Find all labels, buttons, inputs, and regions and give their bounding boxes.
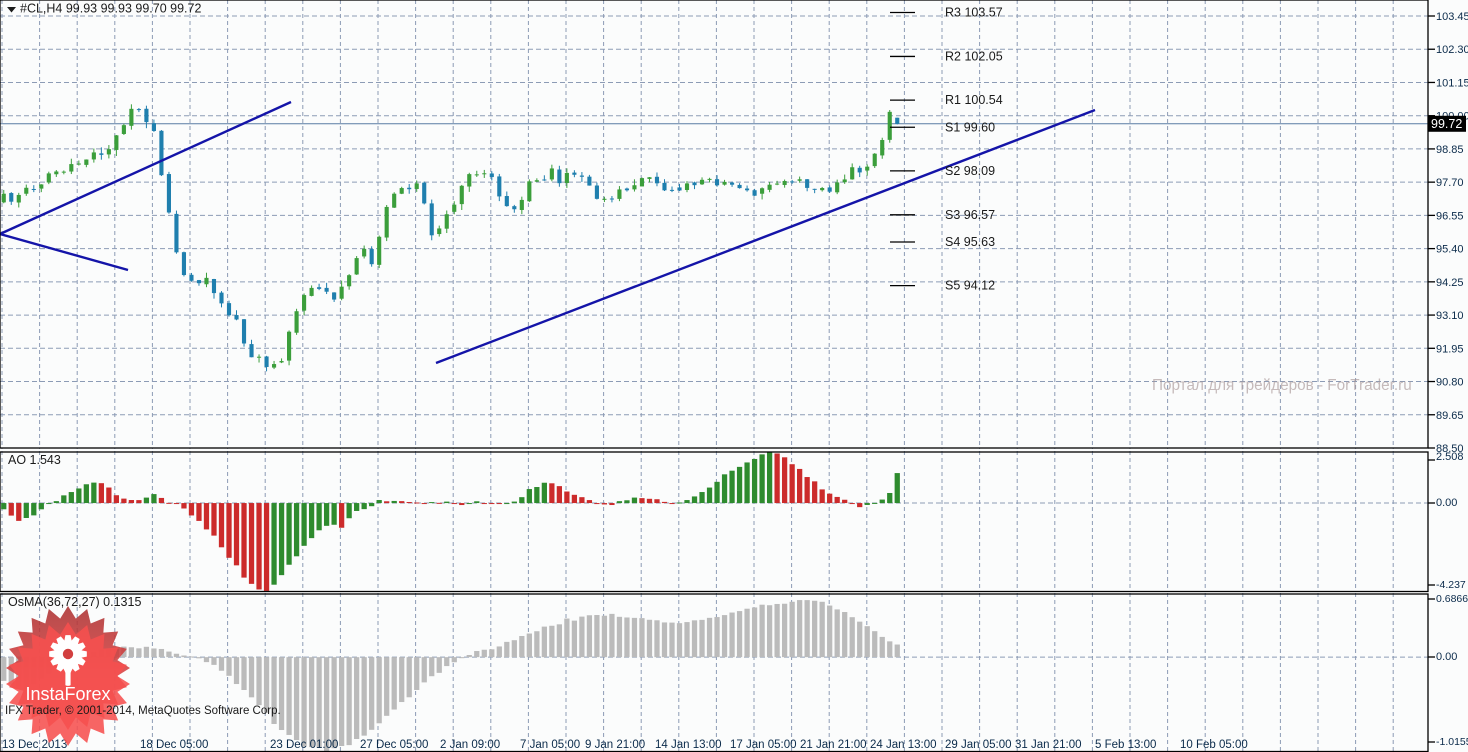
svg-text:#CL,H4 99.93 99.93 99.70 99.7: #CL,H4 99.93 99.93 99.70 99.72 [20, 2, 201, 16]
svg-text:10 Feb 05:00: 10 Feb 05:00 [1180, 739, 1248, 751]
svg-text:14 Jan 13:00: 14 Jan 13:00 [655, 739, 722, 751]
svg-text:94.25: 94.25 [1436, 277, 1464, 289]
svg-text:97.70: 97.70 [1436, 177, 1464, 189]
svg-text:-4.237: -4.237 [1436, 579, 1466, 591]
svg-text:89.65: 89.65 [1436, 410, 1464, 422]
svg-text:S5 94.12: S5 94.12 [945, 279, 995, 293]
svg-text:95.40: 95.40 [1436, 244, 1464, 256]
svg-text:101.15: 101.15 [1436, 77, 1468, 89]
svg-text:S2 98.09: S2 98.09 [945, 164, 995, 178]
svg-text:R2 102.05: R2 102.05 [945, 49, 1003, 63]
svg-text:0.00: 0.00 [1436, 651, 1457, 663]
svg-text:OsMA(36,72,27) 0.1315: OsMA(36,72,27) 0.1315 [8, 595, 141, 609]
svg-text:91.95: 91.95 [1436, 343, 1464, 355]
svg-text:S4 95.63: S4 95.63 [945, 235, 995, 249]
svg-text:31 Jan 21:00: 31 Jan 21:00 [1015, 739, 1082, 751]
svg-text:103.45: 103.45 [1436, 11, 1468, 23]
svg-text:102.30: 102.30 [1436, 44, 1468, 56]
svg-text:96.55: 96.55 [1436, 210, 1464, 222]
svg-text:21 Jan 21:00: 21 Jan 21:00 [800, 739, 867, 751]
svg-text:R3 103.57: R3 103.57 [945, 6, 1003, 20]
svg-text:13 Dec 2013: 13 Dec 2013 [2, 739, 67, 751]
svg-text:93.10: 93.10 [1436, 310, 1464, 322]
svg-text:9 Jan 21:00: 9 Jan 21:00 [585, 739, 645, 751]
svg-text:27 Dec 05:00: 27 Dec 05:00 [360, 739, 428, 751]
svg-text:17 Jan 05:00: 17 Jan 05:00 [730, 739, 797, 751]
svg-text:-1.0155: -1.0155 [1436, 736, 1468, 748]
svg-text:S3 96.57: S3 96.57 [945, 208, 995, 222]
svg-text:29 Jan 05:00: 29 Jan 05:00 [945, 739, 1012, 751]
svg-text:90.80: 90.80 [1436, 377, 1464, 389]
svg-text:R1 100.54: R1 100.54 [945, 93, 1003, 107]
svg-text:7 Jan 05:00: 7 Jan 05:00 [520, 739, 580, 751]
svg-text:2.508: 2.508 [1436, 451, 1464, 463]
svg-text:0.00: 0.00 [1436, 497, 1457, 509]
svg-text:18 Dec 05:00: 18 Dec 05:00 [140, 739, 208, 751]
svg-text:23 Dec 01:00: 23 Dec 01:00 [270, 739, 338, 751]
svg-text:IFX Trader, © 2001-2014, MetaQ: IFX Trader, © 2001-2014, MetaQuotes Soft… [5, 705, 281, 717]
svg-text:S1 99.60: S1 99.60 [945, 120, 995, 134]
svg-text:5 Feb 13:00: 5 Feb 13:00 [1095, 739, 1156, 751]
svg-text:AO 1.543: AO 1.543 [8, 453, 61, 467]
svg-text:Портал для трейдеров - ForTrad: Портал для трейдеров - ForTrader.ru [1152, 377, 1412, 394]
svg-text:98.85: 98.85 [1436, 144, 1464, 156]
svg-text:99.72: 99.72 [1431, 117, 1462, 131]
svg-text:24 Jan 13:00: 24 Jan 13:00 [870, 739, 937, 751]
svg-text:0.6866: 0.6866 [1436, 593, 1468, 605]
svg-text:InstaForex: InstaForex [25, 684, 110, 704]
svg-text:2 Jan 09:00: 2 Jan 09:00 [440, 739, 500, 751]
